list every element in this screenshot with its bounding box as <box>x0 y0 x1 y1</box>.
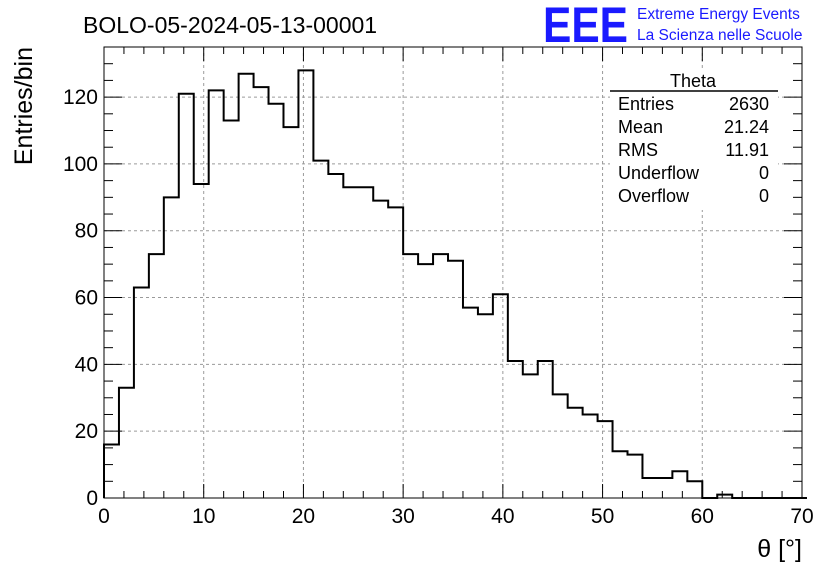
x-axis-label: θ [°] <box>757 535 802 563</box>
stats-row-label: Entries <box>618 94 674 114</box>
y-tick-label: 60 <box>75 287 98 310</box>
logo-line-1: Extreme Energy Events <box>637 6 800 23</box>
logo-mark: EEE <box>543 0 628 53</box>
stats-row-value: 21.24 <box>724 117 769 137</box>
stats-row-label: Overflow <box>618 186 690 206</box>
stats-row-label: Underflow <box>618 163 700 183</box>
histogram-outline <box>103 69 807 499</box>
x-tick-label: 40 <box>491 505 514 528</box>
chart-title: BOLO-05-2024-05-13-00001 <box>83 12 377 38</box>
stats-row-value: 11.91 <box>725 140 769 160</box>
stats-row-value: 0 <box>759 186 769 206</box>
x-tick-label: 70 <box>790 505 813 528</box>
stats-title: Theta <box>670 71 717 91</box>
x-tick-labels: 0 10 20 30 40 50 60 70 <box>98 505 814 528</box>
x-tick-label: 50 <box>591 505 614 528</box>
y-tick-labels: 0 20 40 60 80 100 120 <box>63 86 98 510</box>
logo-line-2: La Scienza nelle Scuole <box>637 27 802 44</box>
y-tick-label: 0 <box>86 487 98 510</box>
y-tick-label: 80 <box>75 220 98 243</box>
grid <box>104 47 802 498</box>
stats-row-label: Mean <box>618 117 663 137</box>
y-tick-label: 100 <box>63 153 98 176</box>
stats-row-label: RMS <box>618 140 658 160</box>
x-tick-label: 20 <box>292 505 315 528</box>
stats-box: Theta Entries 2630 Mean 21.24 RMS 11.91 Underf… <box>610 70 778 210</box>
x-tick-label: 60 <box>691 505 714 528</box>
stats-row-value: 0 <box>759 163 769 183</box>
y-tick-label: 40 <box>75 353 98 376</box>
x-tick-label: 10 <box>192 505 215 528</box>
y-tick-label: 20 <box>75 420 98 443</box>
eee-logo: EEE Extreme Energy Events La Scienza nel… <box>543 0 802 53</box>
x-tick-label: 0 <box>98 505 110 528</box>
stats-row-value: 2630 <box>729 94 769 114</box>
y-axis-label: Entries/bin <box>10 47 38 165</box>
x-tick-label: 30 <box>391 505 414 528</box>
stats-rows: Entries 2630 Mean 21.24 RMS 11.91 Underflow 0 Ov… <box>618 94 769 206</box>
axis-ticks <box>103 46 803 499</box>
y-tick-label: 120 <box>63 86 98 109</box>
